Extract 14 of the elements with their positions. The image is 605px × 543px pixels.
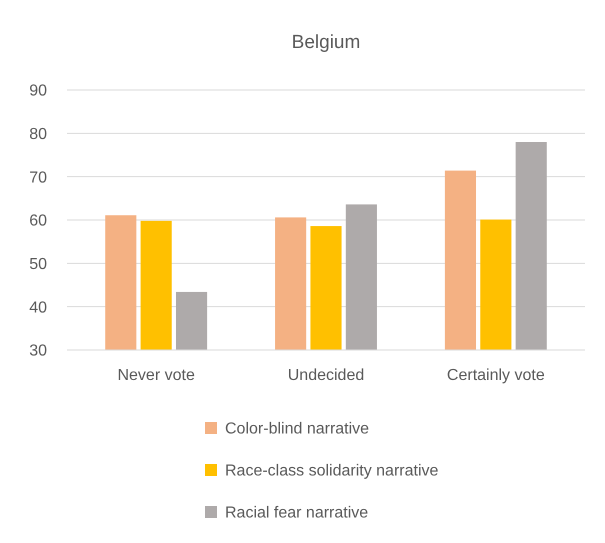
legend-label: Race-class solidarity narrative bbox=[225, 462, 439, 480]
y-tick-label: 80 bbox=[29, 126, 48, 143]
x-tick-label: Never vote bbox=[117, 367, 195, 384]
y-tick-label: 70 bbox=[29, 169, 48, 186]
y-tick-label: 60 bbox=[29, 212, 48, 230]
y-tick-label: 30 bbox=[29, 342, 48, 360]
y-tick-label: 90 bbox=[29, 82, 48, 100]
legend-label: Color-blind narrative bbox=[225, 420, 370, 438]
x-tick-label: Undecided bbox=[288, 367, 364, 384]
x-tick-label: Certainly vote bbox=[446, 367, 545, 384]
chart-title: Belgium bbox=[292, 32, 360, 53]
legend-label: Racial fear narrative bbox=[225, 504, 368, 522]
y-tick-label: 40 bbox=[29, 299, 48, 316]
y-tick-label: 50 bbox=[29, 256, 48, 273]
